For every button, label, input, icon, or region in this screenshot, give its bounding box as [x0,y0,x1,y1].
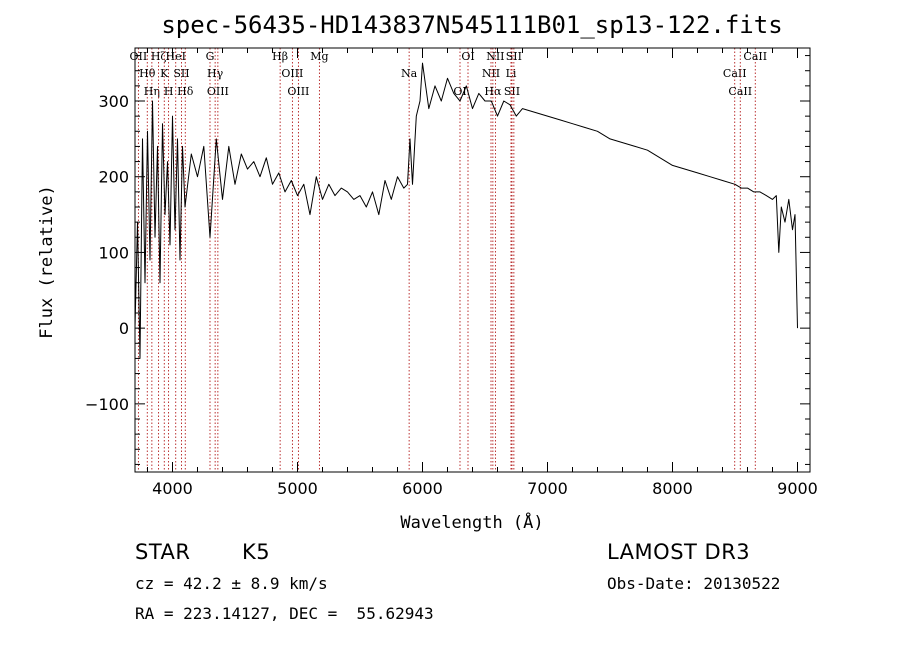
x-axis-ticks: 4000 5000 6000 7000 8000 9000 [147,48,818,498]
line-marker-label: CaII [728,85,752,98]
line-marker-label: Li [506,67,517,80]
y-tick-label: 100 [98,243,129,262]
line-marker-label: SII [506,50,522,63]
chart-title: spec-56435-HD143837N545111B01_sp13-122.f… [161,11,782,39]
line-marker-label: OII [130,50,148,63]
y-tick-label: 300 [98,92,129,111]
line-marker-label: G [206,50,215,63]
coordinates-text: RA = 223.14127, DEC = 55.62943 [135,604,434,623]
line-marker-label: Hα [484,85,502,98]
line-marker-label: Hγ [207,67,224,80]
plot-frame [134,47,811,473]
line-marker-label: CaII [723,67,747,80]
spectrum-line [134,62,798,359]
line-marker-label: SII [504,85,520,98]
x-tick-label: 9000 [777,479,818,498]
line-marker-label: OIII [287,85,309,98]
x-tick-label: 8000 [652,479,693,498]
y-axis-label: Flux (relative) [37,185,57,339]
line-marker-label: H [164,85,174,98]
line-marker-label: SII [173,67,189,80]
line-marker-label: Na [401,67,418,80]
line-marker-label: Hδ [177,85,194,98]
object-class: STAR [135,540,191,564]
line-marker-label: NII [486,50,504,63]
line-markers: OII Hθ Hη Hζ KH HeI SII Hδ G Hγ OIII Hβ OIII OIII Mg Na… [130,48,767,472]
x-tick-label: 4000 [152,479,193,498]
line-marker-label: Hθ [139,67,156,80]
x-axis-label: Wavelength (Å) [400,511,543,533]
spectrum-series [134,62,798,359]
survey-name: LAMOST DR3 [607,540,751,564]
line-marker-label: K [160,67,169,80]
line-marker-label: OI [453,85,466,98]
y-tick-label: −100 [85,395,129,414]
x-tick-label: 7000 [527,479,568,498]
redshift-text: cz = 42.2 ± 8.9 km/s [135,574,328,593]
line-marker-label: OIII [281,67,303,80]
y-tick-label: 200 [98,168,129,187]
line-marker-label: CaII [743,50,767,63]
line-marker-label: HeI [166,50,186,63]
line-marker-label: Mg [310,50,328,63]
y-tick-label: 0 [119,319,129,338]
x-tick-label: 6000 [402,479,443,498]
line-marker-label: NII [482,67,500,80]
line-marker-label: Hβ [272,50,288,63]
y-axis-ticks: −100 0 100 200 300 [85,55,810,465]
line-marker-label: Hζ [151,50,167,63]
obs-date-text: Obs-Date: 20130522 [607,574,781,593]
object-subclass: K5 [242,540,271,564]
line-marker-label: OI [461,50,474,63]
line-marker-label: Hη [144,85,160,98]
line-marker-label: OIII [207,85,229,98]
x-tick-label: 5000 [277,479,318,498]
